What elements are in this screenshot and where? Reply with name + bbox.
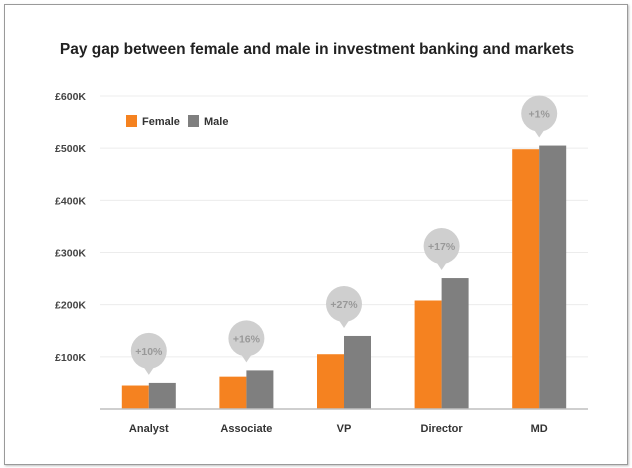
gap-label: +27% <box>330 299 358 311</box>
callout-bubble <box>326 285 362 322</box>
gap-callout-md: +1% <box>521 95 558 138</box>
gap-callout-vp: +27% <box>326 285 362 328</box>
bar-female-vp <box>317 354 344 409</box>
gap-callouts: +10% +16% +27% +17% +1% <box>130 95 558 375</box>
legend-item-female: Female <box>126 115 180 128</box>
x-tick-label: VP <box>337 423 352 435</box>
bar-male-analyst <box>148 382 176 409</box>
bar-male-director <box>441 278 469 409</box>
y-tick-label: £200K <box>55 300 86 312</box>
gap-callout-analyst: +10% <box>130 332 167 375</box>
bar-female-director <box>414 300 442 409</box>
legend-label: Female <box>142 116 180 128</box>
legend-swatch <box>126 115 137 127</box>
x-tick-label: Analyst <box>129 423 169 435</box>
bar-female-analyst <box>121 385 149 409</box>
y-tick-label: £500K <box>55 143 86 155</box>
y-tick-label: £600K <box>55 91 86 103</box>
callout-bubble <box>228 320 265 357</box>
y-tick-label: £100K <box>55 352 86 364</box>
x-tick-label: MD <box>531 423 548 435</box>
gap-label: +16% <box>233 333 261 345</box>
x-axis: Analyst Associate VP Director MD <box>100 408 588 435</box>
legend-label: Male <box>204 116 228 128</box>
bars <box>121 145 567 409</box>
legend-swatch <box>188 115 199 127</box>
bar-male-vp <box>344 335 371 409</box>
x-tick-label: Director <box>421 423 464 435</box>
callout-bubble <box>130 332 167 369</box>
bar-female-associate <box>219 376 247 409</box>
bar-male-associate <box>246 370 274 409</box>
callout-bubble <box>521 95 558 132</box>
bar-female-md <box>512 149 540 409</box>
gap-label: +1% <box>529 109 551 121</box>
gap-callout-associate: +16% <box>228 320 265 363</box>
legend-item-male: Male <box>188 115 228 128</box>
y-tick-label: £300K <box>55 248 86 260</box>
bar-male-md <box>539 145 567 409</box>
gap-label: +17% <box>428 241 456 253</box>
y-tick-label: £400K <box>55 195 86 207</box>
callout-bubble <box>423 228 460 265</box>
legend: Female Male <box>126 115 228 128</box>
gap-callout-director: +17% <box>423 228 460 271</box>
gridlines <box>100 95 588 358</box>
chart-title: Pay gap between female and male in inves… <box>60 41 574 58</box>
gap-label: +10% <box>135 346 163 358</box>
y-axis: £100K £200K £300K £400K £500K £600K <box>55 91 86 364</box>
x-tick-label: Associate <box>220 423 272 435</box>
